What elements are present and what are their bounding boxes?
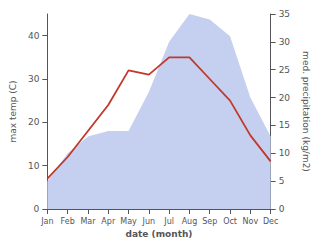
- svg-text:Aug: Aug: [182, 217, 198, 226]
- svg-text:30: 30: [28, 74, 40, 84]
- svg-text:0: 0: [34, 204, 40, 214]
- svg-text:15: 15: [279, 120, 290, 130]
- svg-text:10: 10: [28, 161, 40, 171]
- svg-text:20: 20: [279, 93, 291, 103]
- svg-text:med. precipitation (kg/m2): med. precipitation (kg/m2): [301, 51, 311, 172]
- svg-text:10: 10: [279, 148, 291, 158]
- svg-text:date (month): date (month): [126, 229, 193, 239]
- svg-text:0: 0: [279, 204, 285, 214]
- svg-text:Jan: Jan: [40, 217, 53, 226]
- svg-text:Jul: Jul: [163, 217, 174, 226]
- svg-text:Mar: Mar: [80, 217, 96, 226]
- svg-text:20: 20: [28, 117, 40, 127]
- svg-text:30: 30: [279, 37, 291, 47]
- svg-text:Jun: Jun: [142, 217, 156, 226]
- svg-text:May: May: [120, 217, 137, 226]
- svg-text:Dec: Dec: [263, 217, 278, 226]
- svg-text:35: 35: [279, 9, 290, 19]
- svg-text:25: 25: [279, 65, 290, 75]
- svg-text:Oct: Oct: [223, 217, 237, 226]
- svg-text:max temp (C): max temp (C): [8, 80, 18, 142]
- svg-text:Feb: Feb: [61, 217, 75, 226]
- svg-text:Nov: Nov: [243, 217, 259, 226]
- svg-text:5: 5: [279, 176, 285, 186]
- svg-text:Sep: Sep: [202, 217, 217, 226]
- svg-text:Apr: Apr: [101, 217, 116, 226]
- svg-text:40: 40: [28, 31, 40, 41]
